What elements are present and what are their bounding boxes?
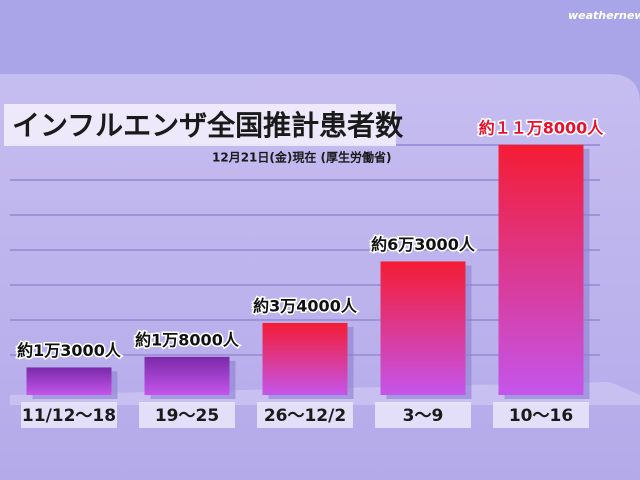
x-tick-label: 11/12～18 [22,406,116,426]
bar [26,367,112,395]
bar [498,144,584,395]
x-tick-label: 10～16 [509,406,573,426]
x-tick-label: 3～9 [403,406,444,426]
x-label-box [375,402,471,428]
chart-subtitle: 12月21日(金)現在 (厚生労働省) [212,150,392,165]
x-label-box [139,402,235,428]
bar [380,261,466,395]
bar [144,356,230,395]
value-label: 約1万8000人 [135,330,240,349]
x-tick-label: 26～12/2 [264,406,346,426]
value-label: 約3万4000人 [253,296,358,315]
bar [262,322,348,395]
x-label-box [493,402,589,428]
x-tick-label: 19～25 [155,406,219,426]
x-label-box [21,402,117,428]
title-box [4,104,396,146]
value-label: 約１１万8000人 [479,118,605,137]
value-label: 約6万3000人 [371,235,476,254]
value-label: 約1万3000人 [17,341,122,360]
x-label-box [257,402,353,428]
logo: weathernews [568,9,640,22]
chart-title: インフルエンザ全国推計患者数 [12,109,404,142]
